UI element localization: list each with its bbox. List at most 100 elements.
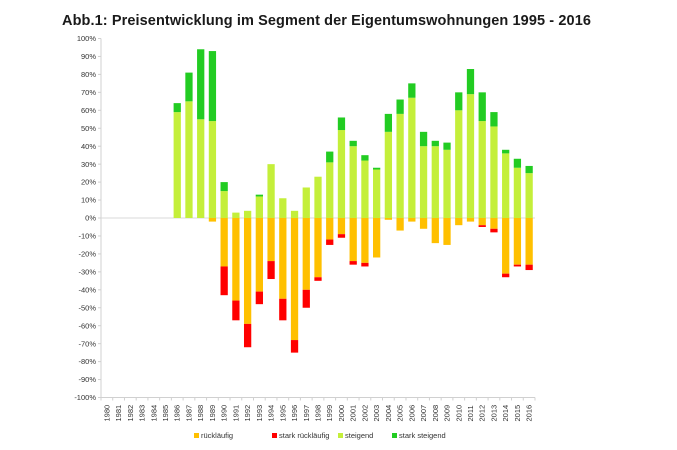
bar-2003-steigend xyxy=(373,169,381,218)
bar-1990-steigend xyxy=(220,191,228,218)
bar-2000-stark-ruecklaeufig xyxy=(337,234,346,238)
bar-2015-stark-steigend xyxy=(513,158,522,168)
x-tick-label: 1998 xyxy=(314,405,323,422)
bar-2012-ruecklaeufig xyxy=(478,218,486,226)
x-tick-label: 2011 xyxy=(466,405,475,421)
y-tick-label: 90% xyxy=(81,52,96,61)
bar-2006-stark-steigend xyxy=(408,83,416,98)
y-tick-label: 70% xyxy=(81,88,96,97)
x-tick-label: 1996 xyxy=(290,405,299,422)
bar-2006-ruecklaeufig xyxy=(408,218,416,222)
bar-1999-stark-steigend xyxy=(326,151,334,163)
bar-2012-steigend xyxy=(478,121,486,218)
x-tick-label: 2016 xyxy=(525,405,534,422)
bar-2013-ruecklaeufig xyxy=(490,218,498,229)
y-tick-label: -50% xyxy=(78,303,96,312)
x-tick-label: 1980 xyxy=(102,405,111,422)
x-tick-label: 2010 xyxy=(454,405,463,422)
x-tick-label: 1992 xyxy=(243,405,252,422)
bar-2003-stark-steigend xyxy=(373,167,381,170)
bar-2013-stark-steigend xyxy=(490,112,498,127)
bar-2006-steigend xyxy=(408,97,416,218)
bar-1986-steigend xyxy=(173,112,181,218)
x-tick-label: 2005 xyxy=(396,405,405,422)
bar-1999-ruecklaeufig xyxy=(326,218,334,240)
x-tick-label: 2014 xyxy=(501,405,510,422)
bar-2002-steigend xyxy=(361,160,369,218)
x-tick-label: 2015 xyxy=(513,405,522,422)
bar-2010-stark-steigend xyxy=(455,92,463,111)
bar-2008-stark-steigend xyxy=(431,140,439,147)
bar-2000-steigend xyxy=(337,130,346,218)
x-tick-label: 1994 xyxy=(267,405,276,422)
bar-1994-ruecklaeufig xyxy=(267,218,275,262)
x-tick-label: 1987 xyxy=(184,405,193,422)
y-tick-label: -10% xyxy=(78,232,96,241)
bar-2014-ruecklaeufig xyxy=(502,218,510,274)
y-tick-label: 80% xyxy=(81,70,96,79)
bar-2016-steigend xyxy=(525,173,533,218)
bar-2015-ruecklaeufig xyxy=(513,218,522,265)
bar-1997-ruecklaeufig xyxy=(302,218,310,290)
x-tick-label: 1995 xyxy=(278,405,287,422)
y-tick-label: -80% xyxy=(78,357,96,366)
y-tick-label: 20% xyxy=(81,178,96,187)
bar-1995-ruecklaeufig xyxy=(279,218,287,299)
x-tick-label: 2003 xyxy=(372,405,381,422)
bar-1994-stark-ruecklaeufig xyxy=(267,261,275,280)
bar-1993-stark-steigend xyxy=(255,194,263,197)
x-tick-label: 2009 xyxy=(443,405,452,422)
bar-2016-stark-steigend xyxy=(525,165,533,174)
bar-2014-steigend xyxy=(502,153,510,218)
x-tick-label: 2012 xyxy=(478,405,487,422)
y-tick-label: 40% xyxy=(81,142,96,151)
x-tick-label: 2004 xyxy=(384,405,393,422)
bar-1993-steigend xyxy=(255,196,263,218)
x-tick-label: 1997 xyxy=(302,405,311,422)
bar-2016-stark-ruecklaeufig xyxy=(525,264,533,271)
bar-2007-steigend xyxy=(419,146,428,218)
x-tick-label: 1988 xyxy=(196,405,205,422)
bar-1990-ruecklaeufig xyxy=(220,218,228,267)
bar-1991-stark-ruecklaeufig xyxy=(232,300,240,321)
bar-2010-steigend xyxy=(455,110,463,218)
bar-1995-stark-ruecklaeufig xyxy=(279,298,287,321)
bar-2005-steigend xyxy=(396,113,404,218)
bar-2011-stark-steigend xyxy=(466,69,475,95)
bar-2009-stark-steigend xyxy=(443,142,451,150)
bar-2004-steigend xyxy=(384,131,393,218)
legend-label-1: stark rückläufig xyxy=(279,431,329,440)
bar-1999-steigend xyxy=(326,162,334,218)
bar-1996-steigend xyxy=(290,210,299,218)
y-tick-label: 30% xyxy=(81,160,96,169)
x-tick-label: 2002 xyxy=(360,405,369,422)
bar-2001-steigend xyxy=(349,146,357,218)
bar-2008-ruecklaeufig xyxy=(431,218,439,244)
bar-1991-steigend xyxy=(232,212,240,218)
y-tick-label: 100% xyxy=(77,34,97,43)
bar-2005-stark-steigend xyxy=(396,99,404,114)
y-tick-label: 50% xyxy=(81,124,96,133)
bar-2014-stark-ruecklaeufig xyxy=(502,273,510,278)
legend-swatch-3 xyxy=(392,433,397,438)
bar-2009-ruecklaeufig xyxy=(443,218,451,245)
x-tick-label: 1985 xyxy=(161,405,170,422)
bar-1987-stark-steigend xyxy=(185,72,193,102)
x-tick-label: 1989 xyxy=(208,405,217,422)
bar-2007-ruecklaeufig xyxy=(419,218,428,229)
y-tick-label: -60% xyxy=(78,321,96,330)
bar-1999-stark-ruecklaeufig xyxy=(326,239,334,245)
bar-2000-stark-steigend xyxy=(337,117,346,131)
legend-label-3: stark steigend xyxy=(399,431,446,440)
bar-1989-steigend xyxy=(208,121,217,218)
x-tick-label: 1982 xyxy=(126,405,135,422)
y-tick-label: -30% xyxy=(78,267,96,276)
y-tick-label: -40% xyxy=(78,285,96,294)
bar-2013-steigend xyxy=(490,126,498,218)
bar-1998-steigend xyxy=(314,176,322,218)
bar-1992-stark-ruecklaeufig xyxy=(243,323,252,348)
x-tick-label: 2006 xyxy=(407,405,416,422)
bar-1992-steigend xyxy=(243,210,252,218)
bar-1989-ruecklaeufig xyxy=(208,218,217,222)
bar-2002-stark-steigend xyxy=(361,155,369,161)
